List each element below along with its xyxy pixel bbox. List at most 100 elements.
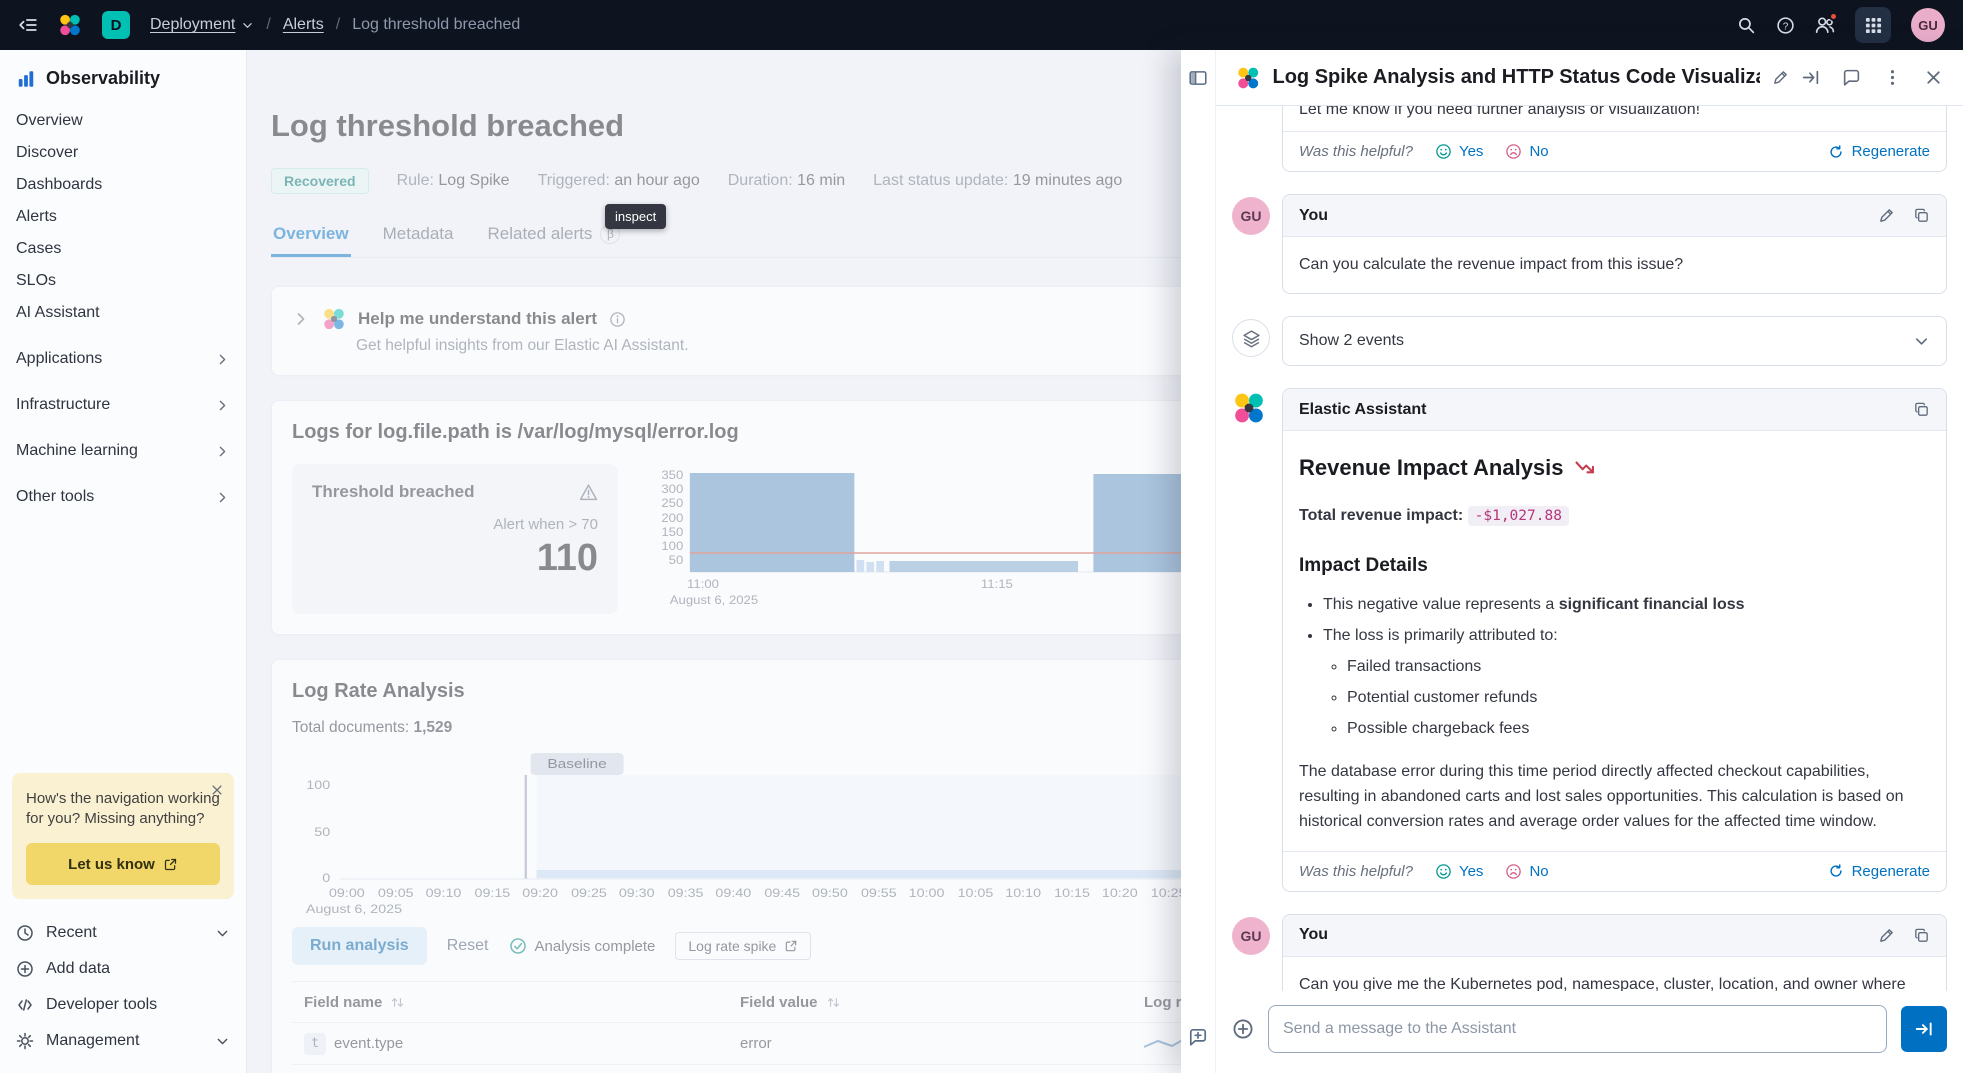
close-icon[interactable] (210, 783, 224, 797)
sidebar-item-overview[interactable]: Overview (16, 112, 83, 129)
svg-text:09:55: 09:55 (861, 886, 897, 900)
sub-bullet-item: Failed transactions (1347, 655, 1930, 678)
edit-message-icon[interactable] (1878, 927, 1895, 944)
layers-icon (1232, 319, 1270, 357)
add-attachment-icon[interactable] (1232, 1018, 1254, 1040)
user-message-text: Can you give me the Kubernetes pod, name… (1299, 975, 1906, 991)
sidebar-item-slos[interactable]: SLOs (16, 272, 57, 289)
inspect-tooltip: inspect (605, 204, 667, 229)
log-rate-spike-badge[interactable]: Log rate spike (675, 932, 812, 960)
sidebar-item-machine-learning[interactable]: Machine learning (0, 435, 246, 467)
conversation-title: Log Spike Analysis and HTTP Status Code … (1272, 66, 1760, 88)
field-type-icon: t (304, 1032, 326, 1055)
collapse-nav-icon[interactable] (18, 15, 38, 35)
search-icon[interactable] (1737, 16, 1756, 35)
sidebar-item-developer-tools[interactable]: Developer tools (0, 987, 246, 1023)
refresh-icon (1828, 144, 1844, 160)
comment-icon[interactable] (1842, 68, 1861, 87)
regenerate-button[interactable]: Regenerate (1828, 863, 1930, 880)
sidebar-item-infrastructure[interactable]: Infrastructure (0, 389, 246, 421)
feedback-footer: Was this helpful? Yes No Regenerate (1283, 131, 1946, 171)
copy-icon[interactable] (1913, 927, 1930, 944)
flyout-rail (1181, 50, 1216, 1073)
sidebar-item-management[interactable]: Management (0, 1023, 246, 1059)
sidebar-item-dashboards[interactable]: Dashboards (16, 176, 103, 193)
sidebar-item-recent[interactable]: Recent (0, 915, 246, 951)
table-row[interactable]: tlog.level ERROR (292, 1065, 1181, 1073)
column-header-log-rate[interactable]: Log rate (1132, 994, 1181, 1011)
feedback-no-button[interactable]: No (1505, 143, 1549, 160)
breadcrumb-alerts[interactable]: Alerts (282, 16, 324, 33)
users-notifications-icon[interactable] (1815, 12, 1838, 35)
assistant-message-input[interactable] (1268, 1005, 1887, 1053)
svg-text:100: 100 (306, 778, 330, 792)
edit-message-icon[interactable] (1878, 207, 1895, 224)
table-row[interactable]: t event.type error (292, 1023, 1181, 1065)
info-icon[interactable] (609, 311, 626, 328)
deployment-badge[interactable]: D (102, 11, 130, 39)
message-author: You (1299, 926, 1329, 944)
tab-overview[interactable]: Overview (271, 224, 351, 257)
svg-text:11:15: 11:15 (981, 578, 1013, 591)
chevron-down-icon (241, 19, 254, 32)
help-icon[interactable] (1776, 16, 1795, 35)
send-button[interactable] (1901, 1006, 1947, 1052)
copy-icon[interactable] (1913, 401, 1930, 418)
tab-related-alerts[interactable]: Related alerts β (486, 224, 623, 257)
sidebar-item-add-data[interactable]: Add data (0, 951, 246, 987)
tab-metadata[interactable]: Metadata (382, 224, 454, 243)
svg-text:09:10: 09:10 (426, 886, 462, 900)
sidebar-item-cases[interactable]: Cases (16, 240, 62, 257)
chevron-right-icon[interactable] (292, 310, 310, 328)
assistant-message-text: Let me know if you need further analysis… (1299, 106, 1701, 118)
breadcrumb-deployment[interactable]: Deployment (150, 16, 254, 34)
elastic-assistant-icon (322, 307, 346, 331)
close-icon[interactable] (1924, 68, 1943, 87)
sidebar-item-alerts[interactable]: Alerts (16, 208, 57, 225)
run-analysis-button[interactable]: Run analysis (292, 927, 427, 965)
log-rate-chart: Baseline 100 50 0 09:00 09:05 09:10 09:1… (292, 751, 1181, 919)
new-conversation-icon[interactable] (1188, 1027, 1208, 1047)
sidebar-item-discover[interactable]: Discover (16, 144, 79, 161)
column-header-field-value[interactable]: Field value (728, 994, 1132, 1011)
let-us-know-label: Let us know (68, 855, 155, 873)
edit-title-icon[interactable] (1772, 69, 1789, 86)
feedback-yes-button[interactable]: Yes (1435, 863, 1483, 880)
sidebar-item-applications[interactable]: Applications (0, 343, 246, 375)
conversation-scroll-area[interactable]: Let me know if you need further analysis… (1216, 106, 1963, 991)
code-icon (16, 996, 34, 1014)
elastic-logo[interactable] (58, 13, 82, 37)
feedback-no-button[interactable]: No (1505, 863, 1549, 880)
svg-text:10:20: 10:20 (1102, 886, 1138, 900)
copy-icon[interactable] (1913, 207, 1930, 224)
user-message: GU You Can you calculate the revenue imp… (1232, 194, 1947, 294)
logs-panel-title: Logs for log.file.path is /var/log/mysql… (292, 421, 739, 443)
column-header-field-name[interactable]: Field name (292, 994, 728, 1011)
svg-text:250: 250 (661, 497, 683, 510)
threshold-card: Threshold breached Alert when > 70 110 (292, 464, 618, 614)
user-avatar[interactable]: GU (1911, 8, 1945, 42)
svg-text:09:35: 09:35 (668, 886, 704, 900)
dock-panel-icon[interactable] (1188, 68, 1208, 88)
export-icon[interactable] (1801, 68, 1820, 87)
svg-text:10:05: 10:05 (958, 886, 994, 900)
impact-details-heading: Impact Details (1299, 555, 1428, 576)
apps-grid-icon[interactable] (1855, 7, 1891, 43)
breadcrumb: Deployment / Alerts / Log threshold brea… (150, 16, 520, 34)
notification-dot (1829, 12, 1838, 21)
svg-text:150: 150 (661, 526, 683, 539)
chevron-down-icon (215, 1034, 230, 1049)
clock-icon (16, 924, 34, 942)
overflow-menu-icon[interactable] (1883, 68, 1902, 87)
svg-text:10:00: 10:00 (909, 886, 945, 900)
show-events-toggle[interactable]: Show 2 events (1282, 316, 1947, 366)
svg-text:09:00: 09:00 (329, 886, 365, 900)
reset-button[interactable]: Reset (446, 937, 489, 954)
regenerate-button[interactable]: Regenerate (1828, 143, 1930, 160)
threshold-value: 110 (536, 537, 598, 579)
page-title: Log threshold breached (271, 108, 625, 143)
let-us-know-button[interactable]: Let us know (26, 843, 220, 885)
sidebar-item-ai-assistant[interactable]: AI Assistant (16, 304, 100, 321)
feedback-yes-button[interactable]: Yes (1435, 143, 1483, 160)
sidebar-item-other-tools[interactable]: Other tools (0, 481, 246, 513)
